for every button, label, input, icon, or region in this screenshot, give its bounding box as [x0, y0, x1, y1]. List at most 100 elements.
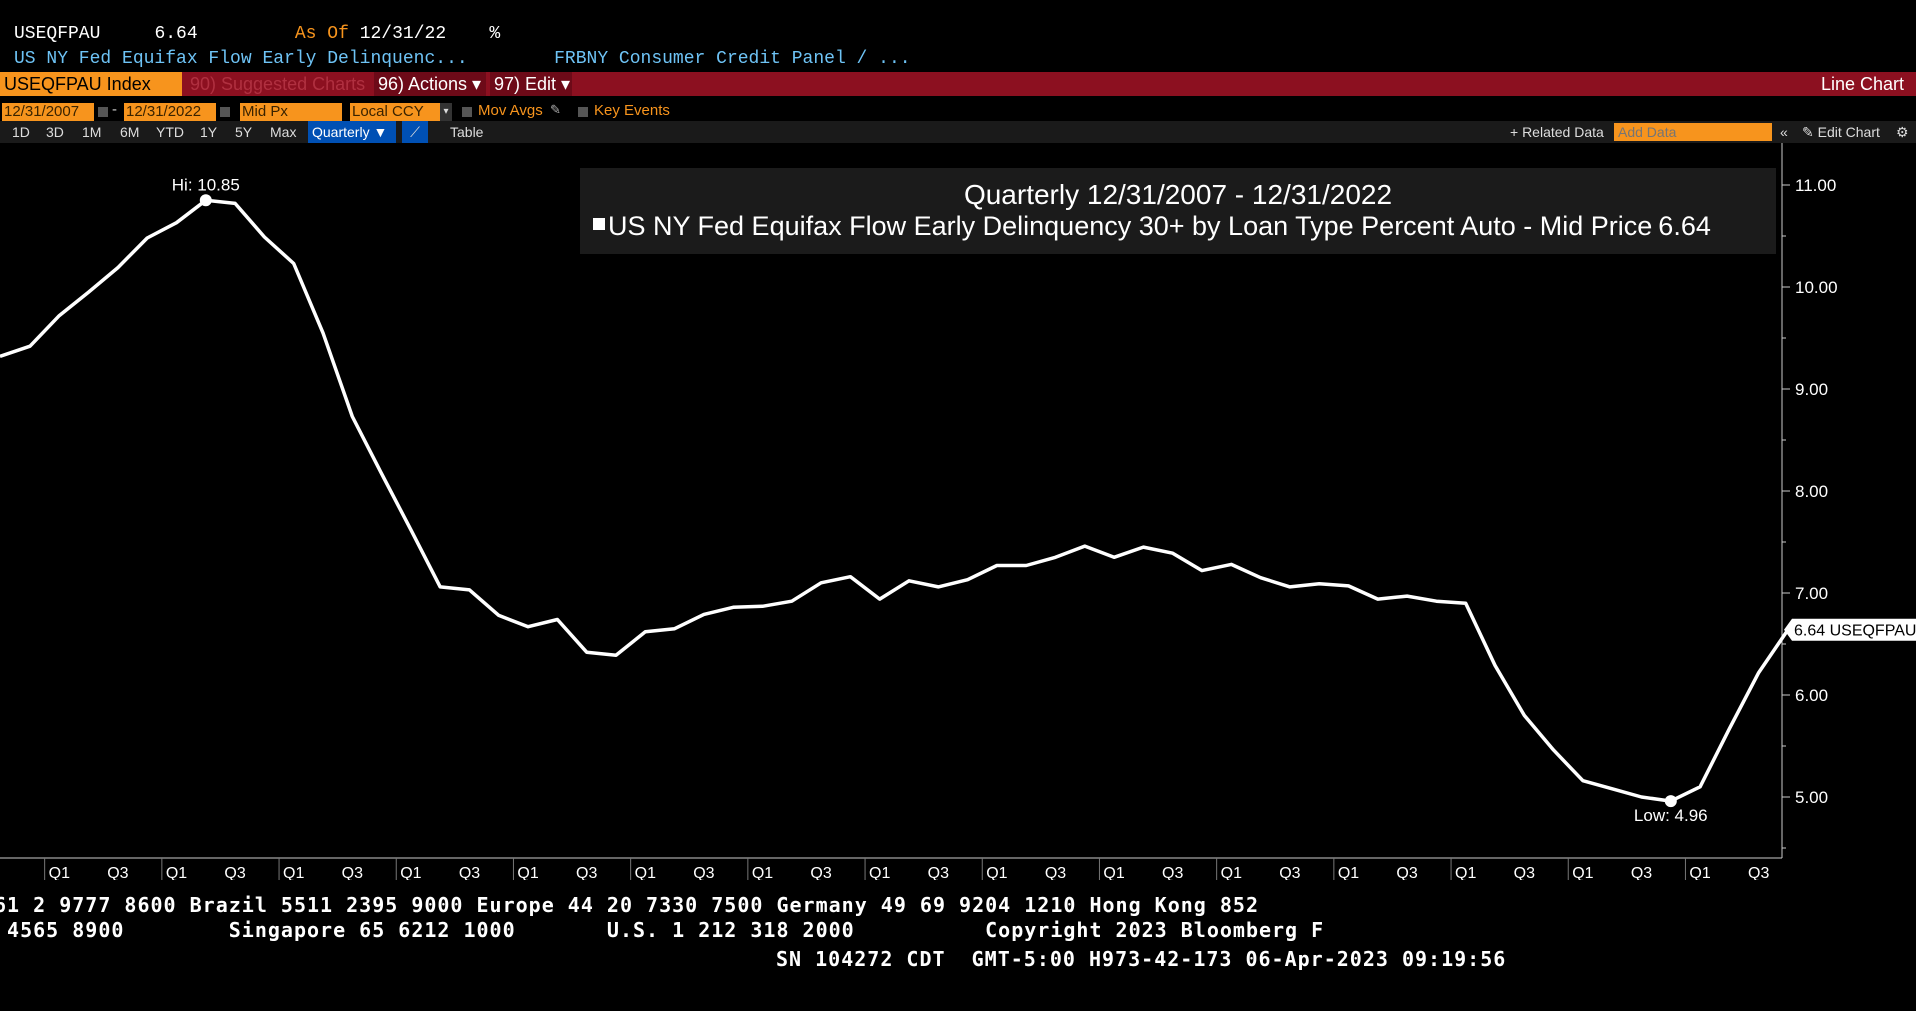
- date-separator: -: [112, 101, 117, 118]
- legend-swatch: [593, 218, 605, 230]
- x-tick-label: Q3: [693, 865, 714, 880]
- pencil-icon: ✎: [1802, 124, 1818, 140]
- footer-phone-line-2: 4565 8900 Singapore 65 6212 1000 U.S. 1 …: [0, 918, 1325, 942]
- chart-title: Quarterly 12/31/2007 - 12/31/2022: [964, 179, 1392, 210]
- x-tick-label: Q1: [986, 865, 1007, 880]
- x-tick-label: Q1: [1338, 865, 1359, 880]
- related-data-button[interactable]: + Related Data: [1510, 124, 1604, 140]
- add-data-input[interactable]: [1614, 123, 1772, 141]
- x-tick-label: Q1: [1689, 865, 1710, 880]
- x-tick-label: Q3: [342, 865, 363, 880]
- x-tick-label: Q1: [869, 865, 890, 880]
- x-tick-label: Q3: [1514, 865, 1535, 880]
- x-tick-label: Q3: [459, 865, 480, 880]
- x-tick-label: Q3: [810, 865, 831, 880]
- as-of-date: 12/31/22: [359, 24, 447, 44]
- security-description: US NY Fed Equifax Flow Early Delinquenc.…: [14, 49, 911, 69]
- edit-menu[interactable]: 97) Edit ▾: [490, 72, 572, 96]
- end-date-field[interactable]: 12/31/2022: [124, 103, 216, 121]
- y-tick-label: 8.00: [1795, 482, 1828, 501]
- series-line: [0, 198, 1790, 803]
- line-chart-icon[interactable]: ⟋: [402, 121, 428, 143]
- x-tick-label: Q3: [1396, 865, 1417, 880]
- period-max[interactable]: Max: [270, 124, 297, 140]
- gear-icon[interactable]: ⚙: [1896, 124, 1909, 140]
- last-value-tag: [1784, 618, 1916, 641]
- hi-marker: [199, 194, 212, 207]
- actions-menu[interactable]: 96) Actions ▾: [374, 72, 486, 96]
- low-label: Low: 4.96: [1634, 806, 1708, 825]
- x-tick-label: Q1: [517, 865, 538, 880]
- currency-dropdown-icon[interactable]: ▾: [440, 103, 452, 121]
- index-field[interactable]: USEQFPAU Index: [0, 72, 182, 96]
- x-tick-label: Q3: [1631, 865, 1652, 880]
- function-bar: [0, 72, 1916, 96]
- suggested-charts-button[interactable]: 90) Suggested Charts: [190, 74, 366, 94]
- x-tick-label: Q1: [1221, 865, 1242, 880]
- y-tick-label: 5.00: [1795, 788, 1828, 807]
- source-link[interactable]: FRBNY Consumer Credit Panel / ...: [554, 49, 911, 69]
- x-tick-label: Q1: [1455, 865, 1476, 880]
- period-1d[interactable]: 1D: [12, 124, 30, 140]
- y-tick-label: 10.00: [1795, 278, 1838, 297]
- x-tick-label: Q3: [1748, 865, 1769, 880]
- x-tick-label: Q3: [1162, 865, 1183, 880]
- x-tick-label: Q1: [752, 865, 773, 880]
- edit-chart-label: Edit Chart: [1817, 124, 1880, 140]
- x-tick-label: Q1: [49, 865, 70, 880]
- x-tick-label: Q3: [576, 865, 597, 880]
- mov-avgs-checkbox[interactable]: [462, 107, 472, 117]
- legend-label: US NY Fed Equifax Flow Early Delinquency…: [608, 211, 1711, 241]
- x-tick-label: Q3: [928, 865, 949, 880]
- last-value: 6.64: [154, 24, 198, 44]
- desc-link[interactable]: US NY Fed Equifax Flow Early Delinquenc.…: [14, 49, 468, 69]
- unit: %: [489, 24, 501, 44]
- footer-session-line: SN 104272 CDT GMT-5:00 H973-42-173 06-Ap…: [776, 947, 1507, 971]
- collapse-icon[interactable]: «: [1780, 124, 1788, 140]
- period-1m[interactable]: 1M: [82, 124, 102, 140]
- x-tick-label: Q1: [635, 865, 656, 880]
- period-ytd[interactable]: YTD: [156, 124, 184, 140]
- table-button[interactable]: Table: [450, 124, 484, 140]
- x-tick-label: Q3: [224, 865, 245, 880]
- x-tick-label: Q3: [1279, 865, 1300, 880]
- x-tick-label: Q1: [1103, 865, 1124, 880]
- start-date-field[interactable]: 12/31/2007: [2, 103, 94, 121]
- y-tick-label: 6.00: [1795, 686, 1828, 705]
- security-header: USEQFPAU 6.64 As Of 12/31/22 %: [14, 24, 500, 44]
- period-bar: 1D 3D 1M 6M YTD 1Y 5Y Max Quarterly ▼ ⟋ …: [0, 121, 1916, 143]
- hi-label: Hi: 10.85: [172, 175, 240, 194]
- currency-field[interactable]: Local CCY: [350, 103, 442, 121]
- edit-chart-button[interactable]: ✎ Edit Chart: [1802, 121, 1880, 143]
- chart-type-label: Line Chart: [1820, 74, 1904, 94]
- as-of-label: As Of: [294, 24, 349, 44]
- period-5y[interactable]: 5Y: [235, 124, 253, 140]
- x-tick-label: Q3: [107, 865, 128, 880]
- y-tick-label: 11.00: [1795, 176, 1836, 195]
- price-field[interactable]: Mid Px: [240, 103, 342, 121]
- line-chart: Q1Q32008Q1Q32009Q1Q32010Q1Q32011Q1Q32012…: [0, 143, 1916, 880]
- frequency-dropdown[interactable]: Quarterly ▼: [308, 121, 396, 143]
- key-events-label[interactable]: Key Events: [594, 102, 670, 119]
- y-tick-label: 9.00: [1795, 380, 1828, 399]
- legend-box: [580, 168, 1776, 254]
- period-3d[interactable]: 3D: [46, 124, 64, 140]
- x-tick-label: Q1: [166, 865, 187, 880]
- mov-avgs-label[interactable]: Mov Avgs: [478, 102, 543, 119]
- key-events-checkbox[interactable]: [578, 107, 588, 117]
- x-tick-label: Q1: [400, 865, 421, 880]
- y-tick-label: 7.00: [1795, 584, 1828, 603]
- calendar-icon[interactable]: [220, 107, 230, 117]
- pencil-icon[interactable]: ✎: [550, 102, 561, 117]
- x-tick-label: Q1: [283, 865, 304, 880]
- ticker: USEQFPAU: [14, 24, 101, 44]
- footer-phone-line: 61 2 9777 8600 Brazil 5511 2395 9000 Eur…: [0, 893, 1259, 917]
- x-tick-label: Q3: [1045, 865, 1066, 880]
- legend-value: 6.64: [1658, 211, 1711, 241]
- calendar-icon[interactable]: [98, 107, 108, 117]
- low-marker: [1664, 795, 1677, 808]
- last-value-label: 6.64 USEQFPAU: [1794, 623, 1916, 640]
- x-tick-label: Q1: [1572, 865, 1593, 880]
- period-1y[interactable]: 1Y: [200, 124, 218, 140]
- period-6m[interactable]: 6M: [120, 124, 140, 140]
